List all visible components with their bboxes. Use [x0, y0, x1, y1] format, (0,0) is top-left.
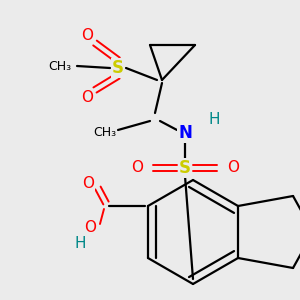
Text: S: S — [179, 159, 191, 177]
Text: O: O — [81, 91, 93, 106]
Text: O: O — [227, 160, 239, 175]
Text: O: O — [84, 220, 96, 236]
Text: CH₃: CH₃ — [48, 59, 72, 73]
Text: CH₃: CH₃ — [93, 125, 117, 139]
Text: H: H — [74, 236, 86, 251]
Text: O: O — [81, 28, 93, 43]
Text: O: O — [82, 176, 94, 191]
Text: H: H — [208, 112, 220, 128]
Text: N: N — [178, 124, 192, 142]
Text: O: O — [131, 160, 143, 175]
Text: S: S — [112, 59, 124, 77]
